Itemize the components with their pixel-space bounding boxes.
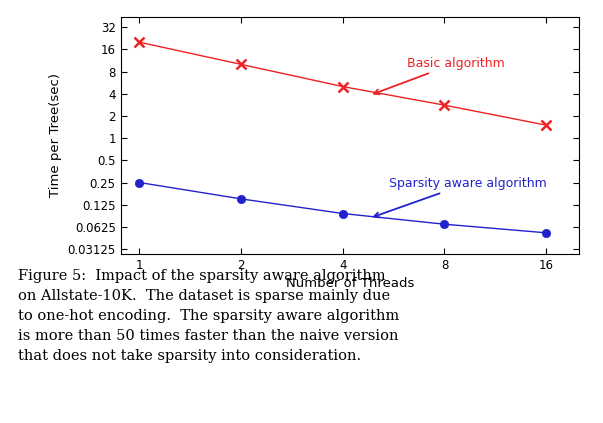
Y-axis label: Time per Tree(sec): Time per Tree(sec) — [49, 73, 62, 198]
Text: Sparsity aware algorithm: Sparsity aware algorithm — [374, 177, 547, 217]
Text: Figure 5:  Impact of the sparsity aware algorithm
on Allstate-10K.  The dataset : Figure 5: Impact of the sparsity aware a… — [18, 269, 399, 363]
Text: Basic algorithm: Basic algorithm — [374, 57, 505, 94]
X-axis label: Number of Threads: Number of Threads — [286, 277, 414, 290]
